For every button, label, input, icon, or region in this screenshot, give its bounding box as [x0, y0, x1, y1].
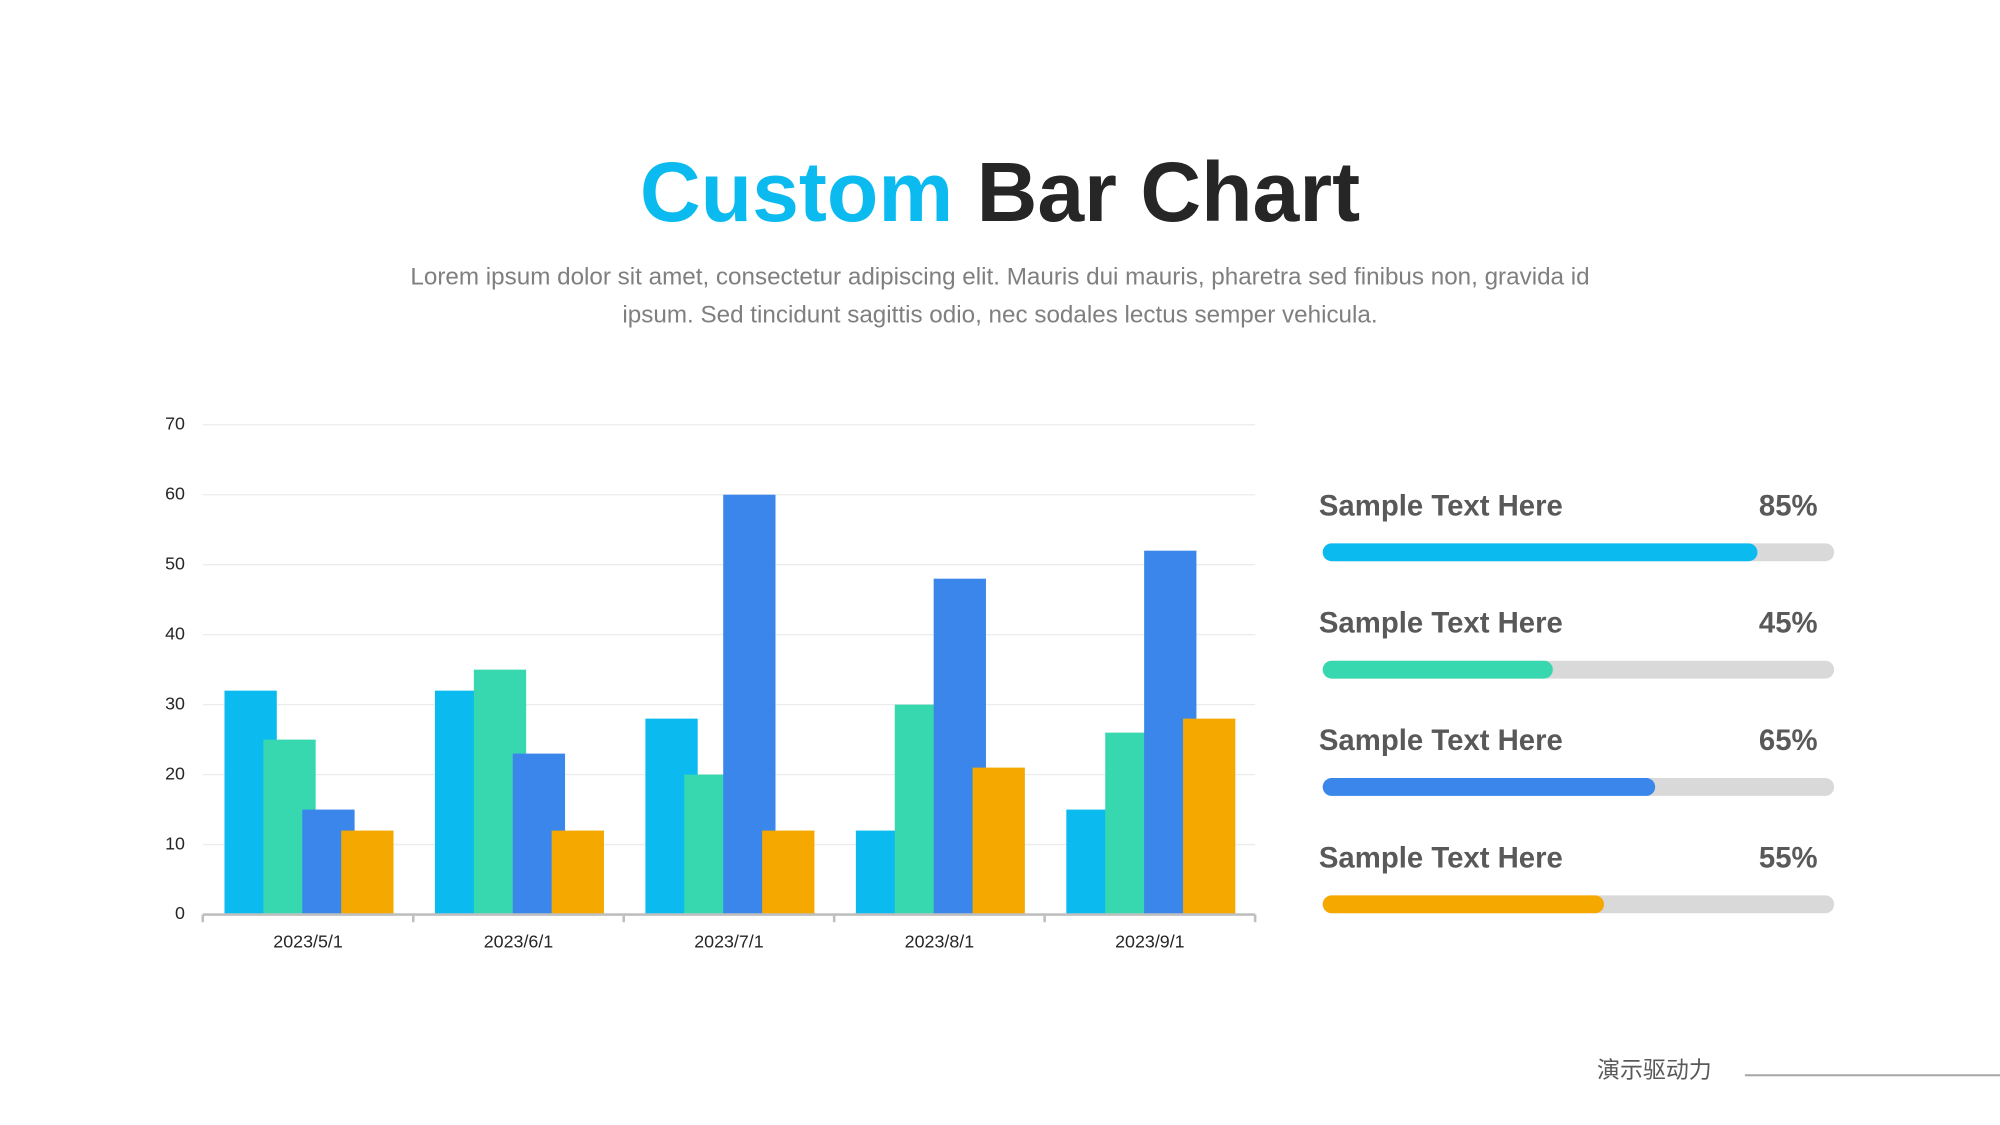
progress-label: Sample Text Here	[1319, 607, 1563, 640]
x-tick-label: 2023/9/1	[1115, 931, 1185, 951]
progress-value-label: 55%	[1759, 841, 1818, 874]
subtitle: ipsum. Sed tincidunt sagittis odio, nec …	[622, 302, 1377, 329]
progress-value-label: 45%	[1759, 607, 1818, 640]
progress-label: Sample Text Here	[1319, 489, 1563, 522]
progress-label: Sample Text Here	[1319, 841, 1563, 874]
bar	[762, 830, 815, 915]
title: Custom Bar Chart	[640, 145, 1360, 239]
progress-fill	[1322, 895, 1605, 914]
title-main: Bar Chart	[977, 145, 1361, 239]
x-tick-label: 2023/8/1	[905, 931, 975, 951]
y-tick-label: 0	[175, 903, 185, 923]
y-tick-label: 40	[165, 623, 185, 643]
progress-value-label: 65%	[1759, 724, 1818, 757]
title-accent: Custom	[640, 145, 953, 239]
x-tick-label: 2023/7/1	[694, 931, 764, 951]
y-tick-label: 20	[165, 763, 185, 783]
x-tick-label: 2023/6/1	[484, 931, 554, 951]
bar	[1183, 718, 1236, 915]
y-tick-label: 70	[165, 413, 185, 433]
y-tick-label: 60	[165, 483, 185, 503]
progress-fill	[1322, 543, 1758, 562]
x-tick-label: 2023/5/1	[273, 931, 343, 951]
subtitle: Lorem ipsum dolor sit amet, consectetur …	[410, 263, 1589, 290]
progress-fill	[1322, 778, 1656, 796]
bar	[972, 767, 1025, 915]
y-tick-label: 50	[165, 553, 185, 573]
bar	[341, 830, 394, 915]
progress-fill	[1322, 660, 1553, 679]
progress-label: Sample Text Here	[1319, 724, 1563, 757]
y-tick-label: 30	[165, 693, 185, 713]
progress-value-label: 85%	[1759, 489, 1818, 522]
y-tick-label: 10	[165, 833, 185, 853]
bar	[551, 830, 604, 915]
footer-text: 演示驱动力	[1597, 1056, 1712, 1082]
